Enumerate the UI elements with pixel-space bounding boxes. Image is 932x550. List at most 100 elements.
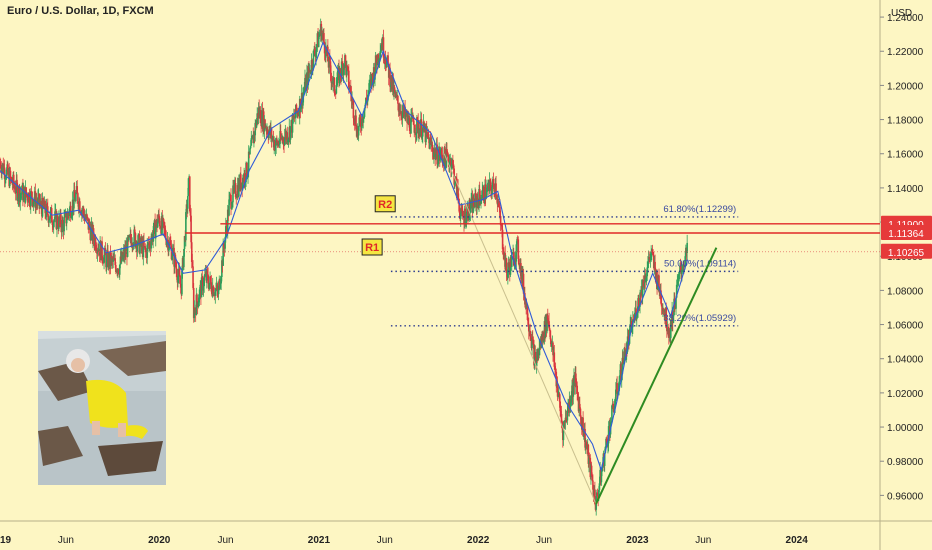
- candle-body: [459, 213, 462, 219]
- candle-body: [110, 257, 113, 266]
- candle-body: [550, 339, 552, 347]
- candle-body: [352, 100, 355, 119]
- candle-body: [81, 210, 83, 215]
- x-tick-label: Jun: [218, 535, 234, 546]
- candle-body: [516, 239, 518, 245]
- candle-body: [16, 179, 18, 186]
- candle-body: [563, 421, 565, 426]
- candle-body: [240, 174, 242, 189]
- candle-body: [515, 244, 518, 262]
- candle-body: [190, 242, 193, 262]
- candle-body: [236, 196, 238, 198]
- y-tick-label: 1.08000: [887, 286, 924, 297]
- candle-body: [289, 126, 292, 140]
- candle-body: [228, 194, 231, 200]
- candle-body: [226, 209, 229, 232]
- candle-body: [175, 264, 177, 269]
- candle-body: [134, 233, 137, 248]
- candle-body: [401, 111, 404, 119]
- candle-body: [247, 151, 250, 170]
- candle-body: [467, 206, 469, 220]
- y-tick-label: 1.04000: [887, 355, 924, 366]
- candle-body: [495, 195, 498, 199]
- candle-body: [622, 357, 624, 364]
- candle-body: [183, 236, 186, 250]
- candle-body: [454, 183, 456, 185]
- candle-body: [419, 129, 421, 137]
- candle-body: [359, 117, 361, 121]
- candle-body: [579, 403, 581, 409]
- candle-body: [287, 139, 289, 143]
- candle-body: [501, 225, 503, 230]
- candle-body: [357, 126, 360, 136]
- fib-level-label: 61.80%(1.12299): [663, 204, 736, 215]
- candle-body: [579, 408, 582, 417]
- candle-body: [48, 219, 50, 223]
- candle-body: [362, 118, 365, 123]
- candle-body: [193, 307, 196, 319]
- candle-body: [461, 211, 464, 217]
- candle-body: [592, 480, 594, 490]
- candle-body: [65, 211, 67, 224]
- resistance-tag-label: R1: [365, 242, 379, 254]
- candle-body: [122, 254, 124, 260]
- candle-body: [346, 66, 349, 68]
- candle-body: [344, 55, 347, 62]
- candle-body: [496, 198, 499, 205]
- candle-body: [295, 104, 298, 113]
- candle-body: [478, 189, 481, 198]
- candle-body: [596, 492, 599, 497]
- candle-body: [1, 167, 3, 174]
- candle-body: [9, 170, 11, 187]
- candle-body: [433, 152, 435, 158]
- candle-body: [672, 315, 675, 323]
- candle-body: [534, 351, 537, 358]
- candle-body: [412, 116, 415, 125]
- candle-body: [152, 222, 155, 235]
- candle-body: [452, 164, 455, 169]
- candle-body: [187, 178, 190, 197]
- candle-body: [162, 218, 165, 222]
- candle-body: [187, 196, 189, 209]
- candle-body: [192, 287, 195, 319]
- candle-body: [488, 179, 491, 192]
- candle-body: [623, 347, 626, 364]
- x-tick-label: 2020: [148, 535, 171, 546]
- candle-body: [562, 425, 565, 441]
- candle-body: [587, 444, 590, 464]
- candle-body: [31, 191, 33, 200]
- candle-body: [404, 114, 407, 117]
- candle-body: [348, 70, 350, 88]
- candle-body: [512, 252, 515, 266]
- candle-body: [676, 282, 679, 285]
- candle-body: [476, 198, 479, 202]
- candle-body: [149, 242, 151, 247]
- candle-body: [588, 457, 590, 464]
- candle-body: [327, 46, 329, 62]
- candle-body: [435, 153, 437, 160]
- candle-body: [243, 172, 246, 183]
- candle-body: [564, 417, 567, 423]
- candle-body: [527, 320, 529, 325]
- candle-body: [585, 442, 588, 447]
- candle-body: [363, 108, 366, 117]
- candle-body: [319, 33, 321, 36]
- candle-body: [220, 276, 222, 284]
- candle-body: [561, 422, 563, 427]
- candle-body: [156, 221, 159, 228]
- candle-body: [279, 131, 282, 139]
- candle-body: [52, 221, 55, 228]
- candle-body: [158, 214, 160, 219]
- candle-body: [618, 375, 621, 382]
- candle-body: [200, 277, 203, 298]
- candle-body: [594, 489, 596, 504]
- candle-body: [421, 127, 424, 137]
- candle-body: [662, 308, 665, 312]
- candle-body: [550, 343, 553, 347]
- candle-body: [86, 214, 88, 218]
- candle-body: [26, 194, 29, 201]
- candle-body: [302, 91, 305, 95]
- candle-body: [9, 170, 12, 178]
- candle-body: [431, 144, 434, 152]
